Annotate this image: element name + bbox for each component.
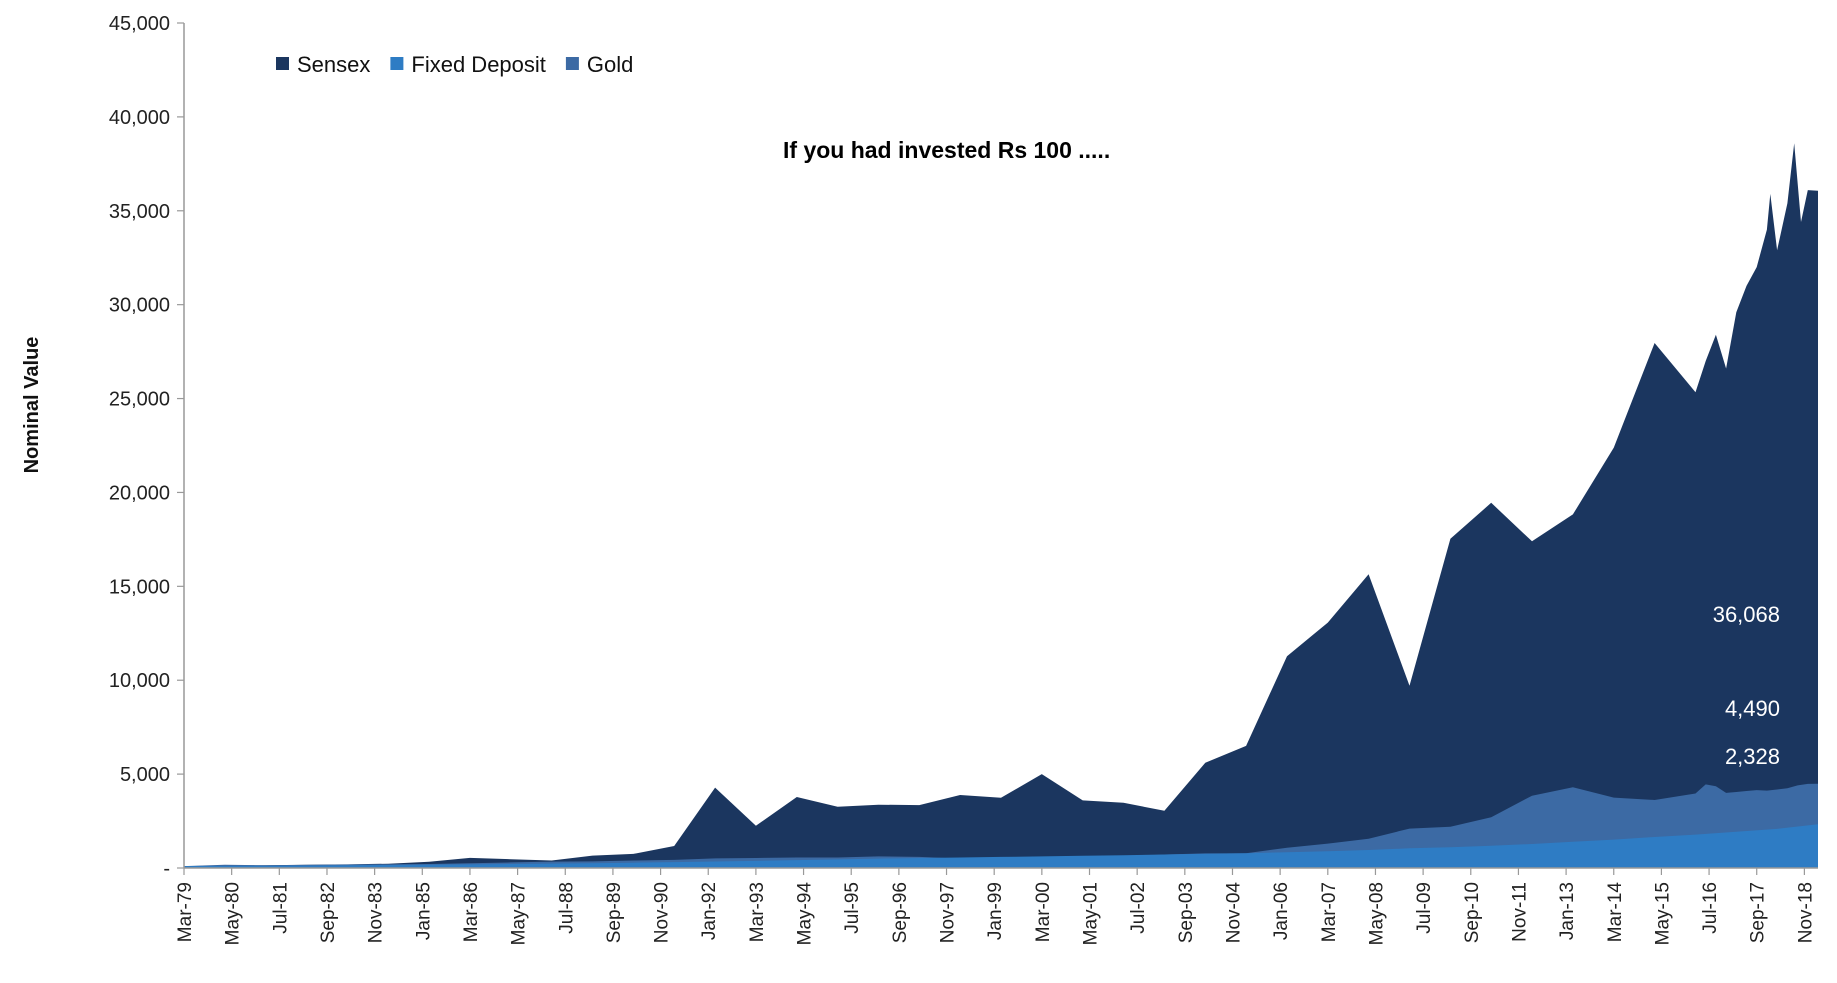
x-tick-label: Nov-97	[938, 882, 959, 943]
x-tick-label: Sep-17	[1748, 882, 1769, 943]
x-tick-label: Jan-85	[413, 882, 434, 940]
y-tick-label: 5,000	[120, 764, 170, 786]
x-axis-ticks: Mar-79 May-80 Jul-81 Sep-82 Nov-83 Jan-85 Mar-…	[175, 868, 1816, 945]
x-tick-label: May-80	[223, 882, 244, 945]
x-tick-label: Jan-13	[1557, 882, 1578, 940]
series-layer	[184, 143, 1818, 868]
end-label-sensex: 36,068	[1713, 602, 1780, 627]
y-tick-label: 45,000	[109, 13, 170, 35]
end-labels: 36,068 4,490 2,328	[1713, 602, 1780, 769]
y-tick-label: 35,000	[109, 201, 170, 223]
legend-item-gold: Gold	[565, 52, 633, 77]
series-area-sensex	[184, 143, 1818, 868]
x-tick-label: Jul-16	[1700, 882, 1721, 934]
x-tick-label: Nov-18	[1795, 882, 1816, 943]
x-tick-label: Sep-10	[1462, 882, 1483, 943]
x-tick-label: Jul-09	[1414, 882, 1435, 934]
y-tick-label: 15,000	[109, 576, 170, 598]
x-tick-label: Sep-96	[890, 882, 911, 943]
x-tick-label: Mar-86	[461, 882, 482, 942]
legend-item-sensex: Sensex	[276, 52, 370, 77]
x-tick-label: Mar-79	[175, 882, 196, 942]
x-tick-label: Mar-14	[1605, 882, 1626, 943]
x-tick-label: Nov-83	[366, 882, 387, 943]
x-tick-label: May-87	[509, 882, 530, 945]
x-tick-label: May-01	[1081, 882, 1102, 945]
legend-item-fixed-deposit: Fixed Deposit	[390, 52, 546, 77]
x-tick-label: Jan-06	[1271, 882, 1292, 940]
x-tick-label: Jul-81	[270, 882, 291, 934]
x-tick-label: Sep-82	[318, 882, 339, 943]
x-tick-label: Jul-95	[842, 882, 863, 934]
legend-swatch	[565, 57, 579, 70]
x-tick-label: Nov-90	[652, 882, 673, 943]
axes-layer	[183, 23, 1818, 869]
legend-label: Gold	[587, 52, 633, 77]
y-axis-ticks: - 5,000 10,000 15,000 20,000 25,000 30,000 35,0…	[109, 13, 184, 880]
x-tick-label: May-08	[1367, 882, 1388, 945]
y-tick-label: 30,000	[109, 295, 170, 317]
x-tick-label: Sep-89	[604, 882, 625, 943]
legend: Sensex Fixed Deposit Gold	[276, 52, 633, 77]
chart-title: If you had invested Rs 100 .....	[783, 137, 1110, 163]
x-tick-label: Nov-11	[1509, 882, 1530, 942]
legend-swatch	[276, 57, 289, 70]
legend-label: Sensex	[297, 52, 370, 77]
y-tick-label: 20,000	[109, 482, 170, 504]
x-tick-label: Mar-07	[1319, 882, 1340, 942]
y-tick-label: -	[163, 858, 170, 880]
series-area-fixed-deposit	[184, 824, 1818, 868]
y-axis-title: Nominal Value	[21, 337, 43, 474]
x-tick-label: Jan-99	[985, 882, 1006, 940]
x-tick-label: Nov-04	[1224, 882, 1245, 944]
x-tick-label: May-94	[795, 882, 816, 946]
legend-label: Fixed Deposit	[411, 52, 546, 77]
x-tick-label: Sep-03	[1176, 882, 1197, 943]
x-tick-label: May-15	[1652, 882, 1673, 945]
y-tick-label: 40,000	[109, 107, 170, 129]
x-tick-label: Jan-92	[699, 882, 720, 940]
series-area-gold	[184, 783, 1818, 868]
end-label-fixed-deposit: 2,328	[1725, 744, 1780, 769]
x-tick-label: Jul-88	[556, 882, 577, 934]
legend-swatch	[390, 57, 404, 70]
x-tick-label: Jul-02	[1128, 882, 1149, 934]
x-tick-label: Mar-00	[1033, 882, 1054, 942]
end-label-gold: 4,490	[1725, 696, 1780, 721]
y-tick-label: 25,000	[109, 389, 170, 411]
x-tick-label: Mar-93	[747, 882, 768, 942]
y-tick-label: 10,000	[109, 670, 170, 692]
